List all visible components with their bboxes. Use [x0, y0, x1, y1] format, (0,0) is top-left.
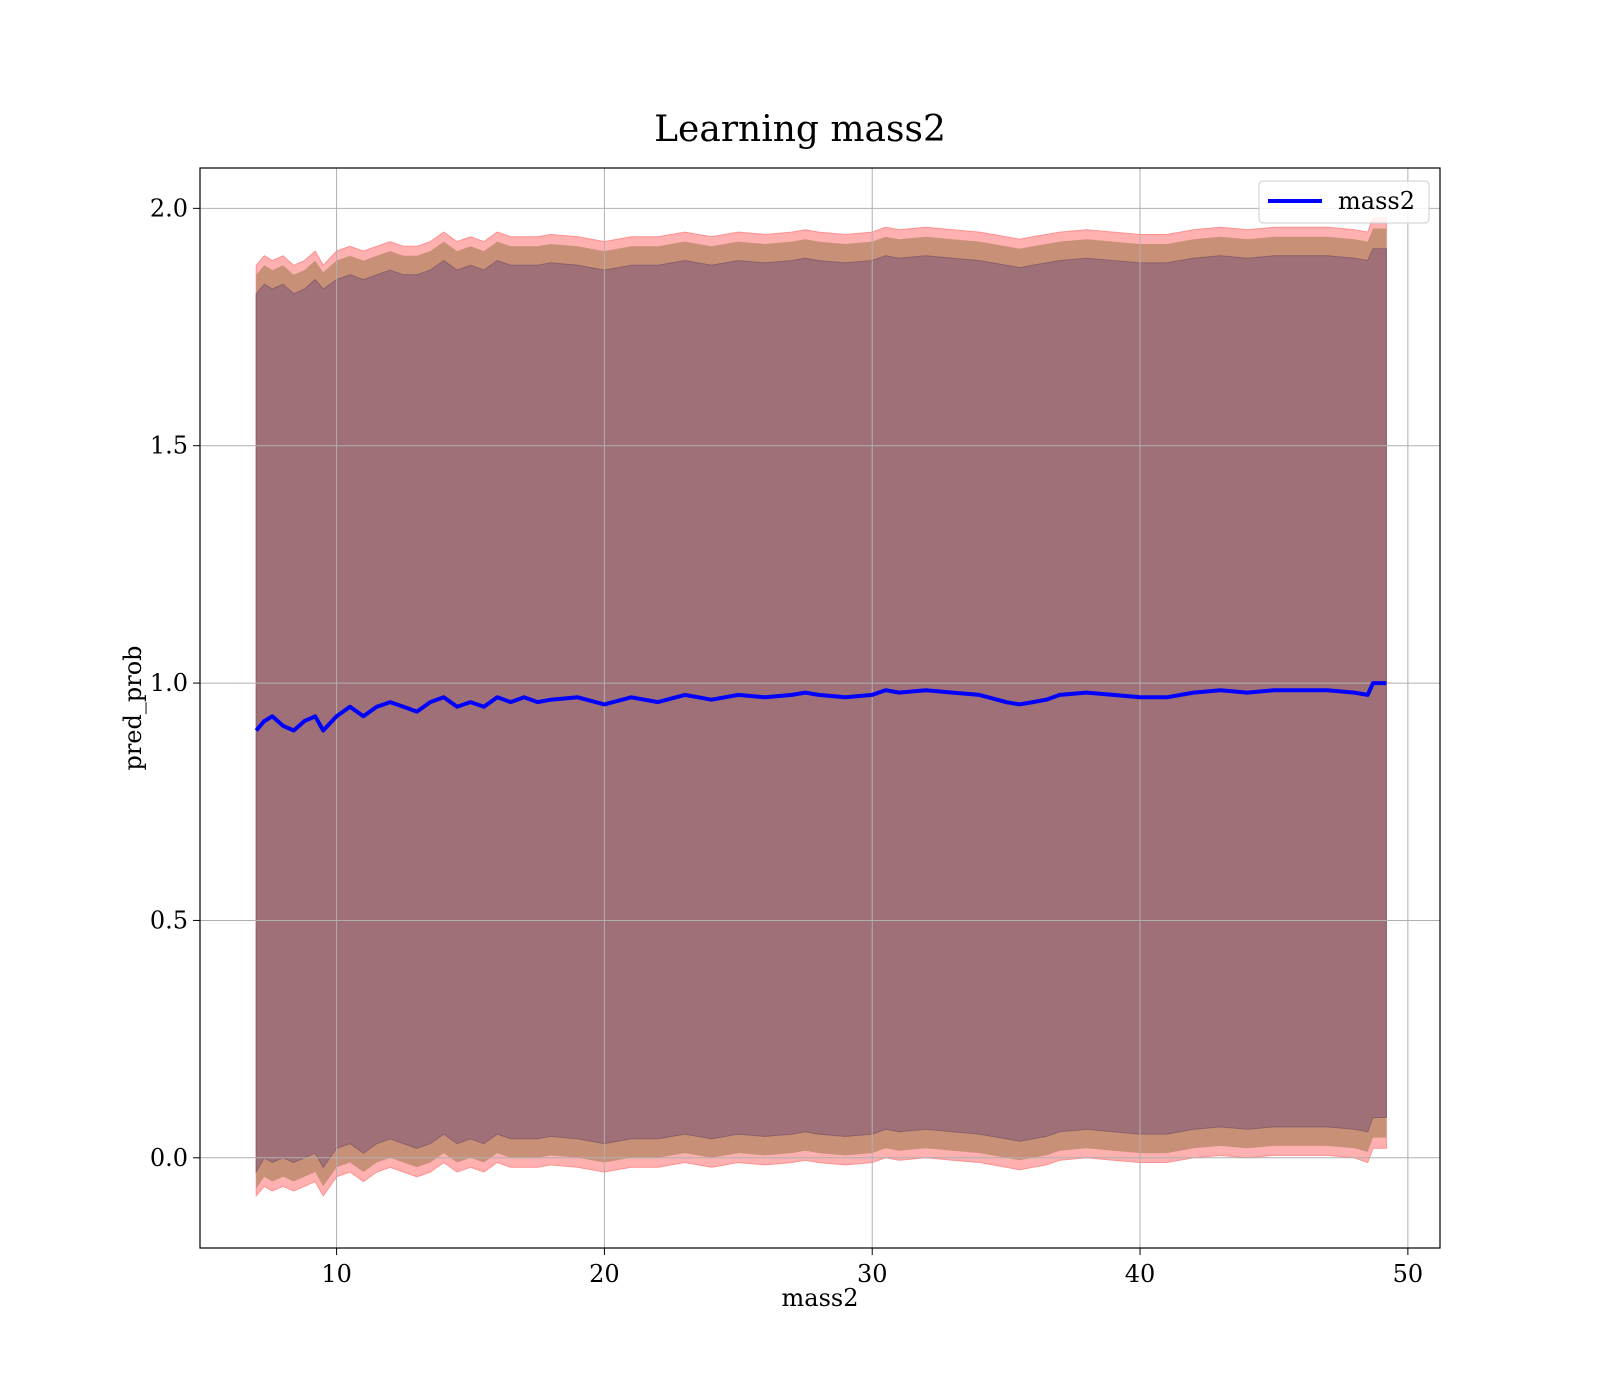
series-line-mass2: [254, 681, 1387, 733]
y-tick-label: 1.0: [150, 669, 188, 697]
y-axis-label: pred_prob: [119, 645, 147, 770]
y-tick-label: 0.5: [150, 906, 188, 934]
x-tick-label: 30: [857, 1260, 888, 1288]
x-tick-label: 40: [1125, 1260, 1156, 1288]
x-tick-label: 20: [589, 1260, 620, 1288]
x-axis: 10 20 30 40 50: [321, 1248, 1423, 1288]
x-axis-label: mass2: [782, 1284, 859, 1312]
chart-title: Learning mass2: [654, 109, 946, 150]
plot-frame: [199, 167, 1441, 1249]
legend-label-mass2: mass2: [1338, 187, 1415, 215]
x-tick-label: 10: [321, 1260, 352, 1288]
y-tick-label: 2.0: [150, 194, 188, 222]
line-layer: [254, 681, 1387, 733]
band-inner: [255, 248, 1387, 1174]
y-tick-label: 1.5: [150, 432, 188, 460]
x-tick-label: 50: [1393, 1260, 1424, 1288]
legend: mass2: [1258, 180, 1430, 224]
band-layer: [255, 217, 1387, 1198]
y-axis: 0.0 0.5 1.0 1.5 2.0: [150, 194, 200, 1172]
legend-box: [1258, 180, 1430, 224]
grid-layer: [200, 168, 1440, 1248]
y-tick-label: 0.0: [150, 1144, 188, 1172]
